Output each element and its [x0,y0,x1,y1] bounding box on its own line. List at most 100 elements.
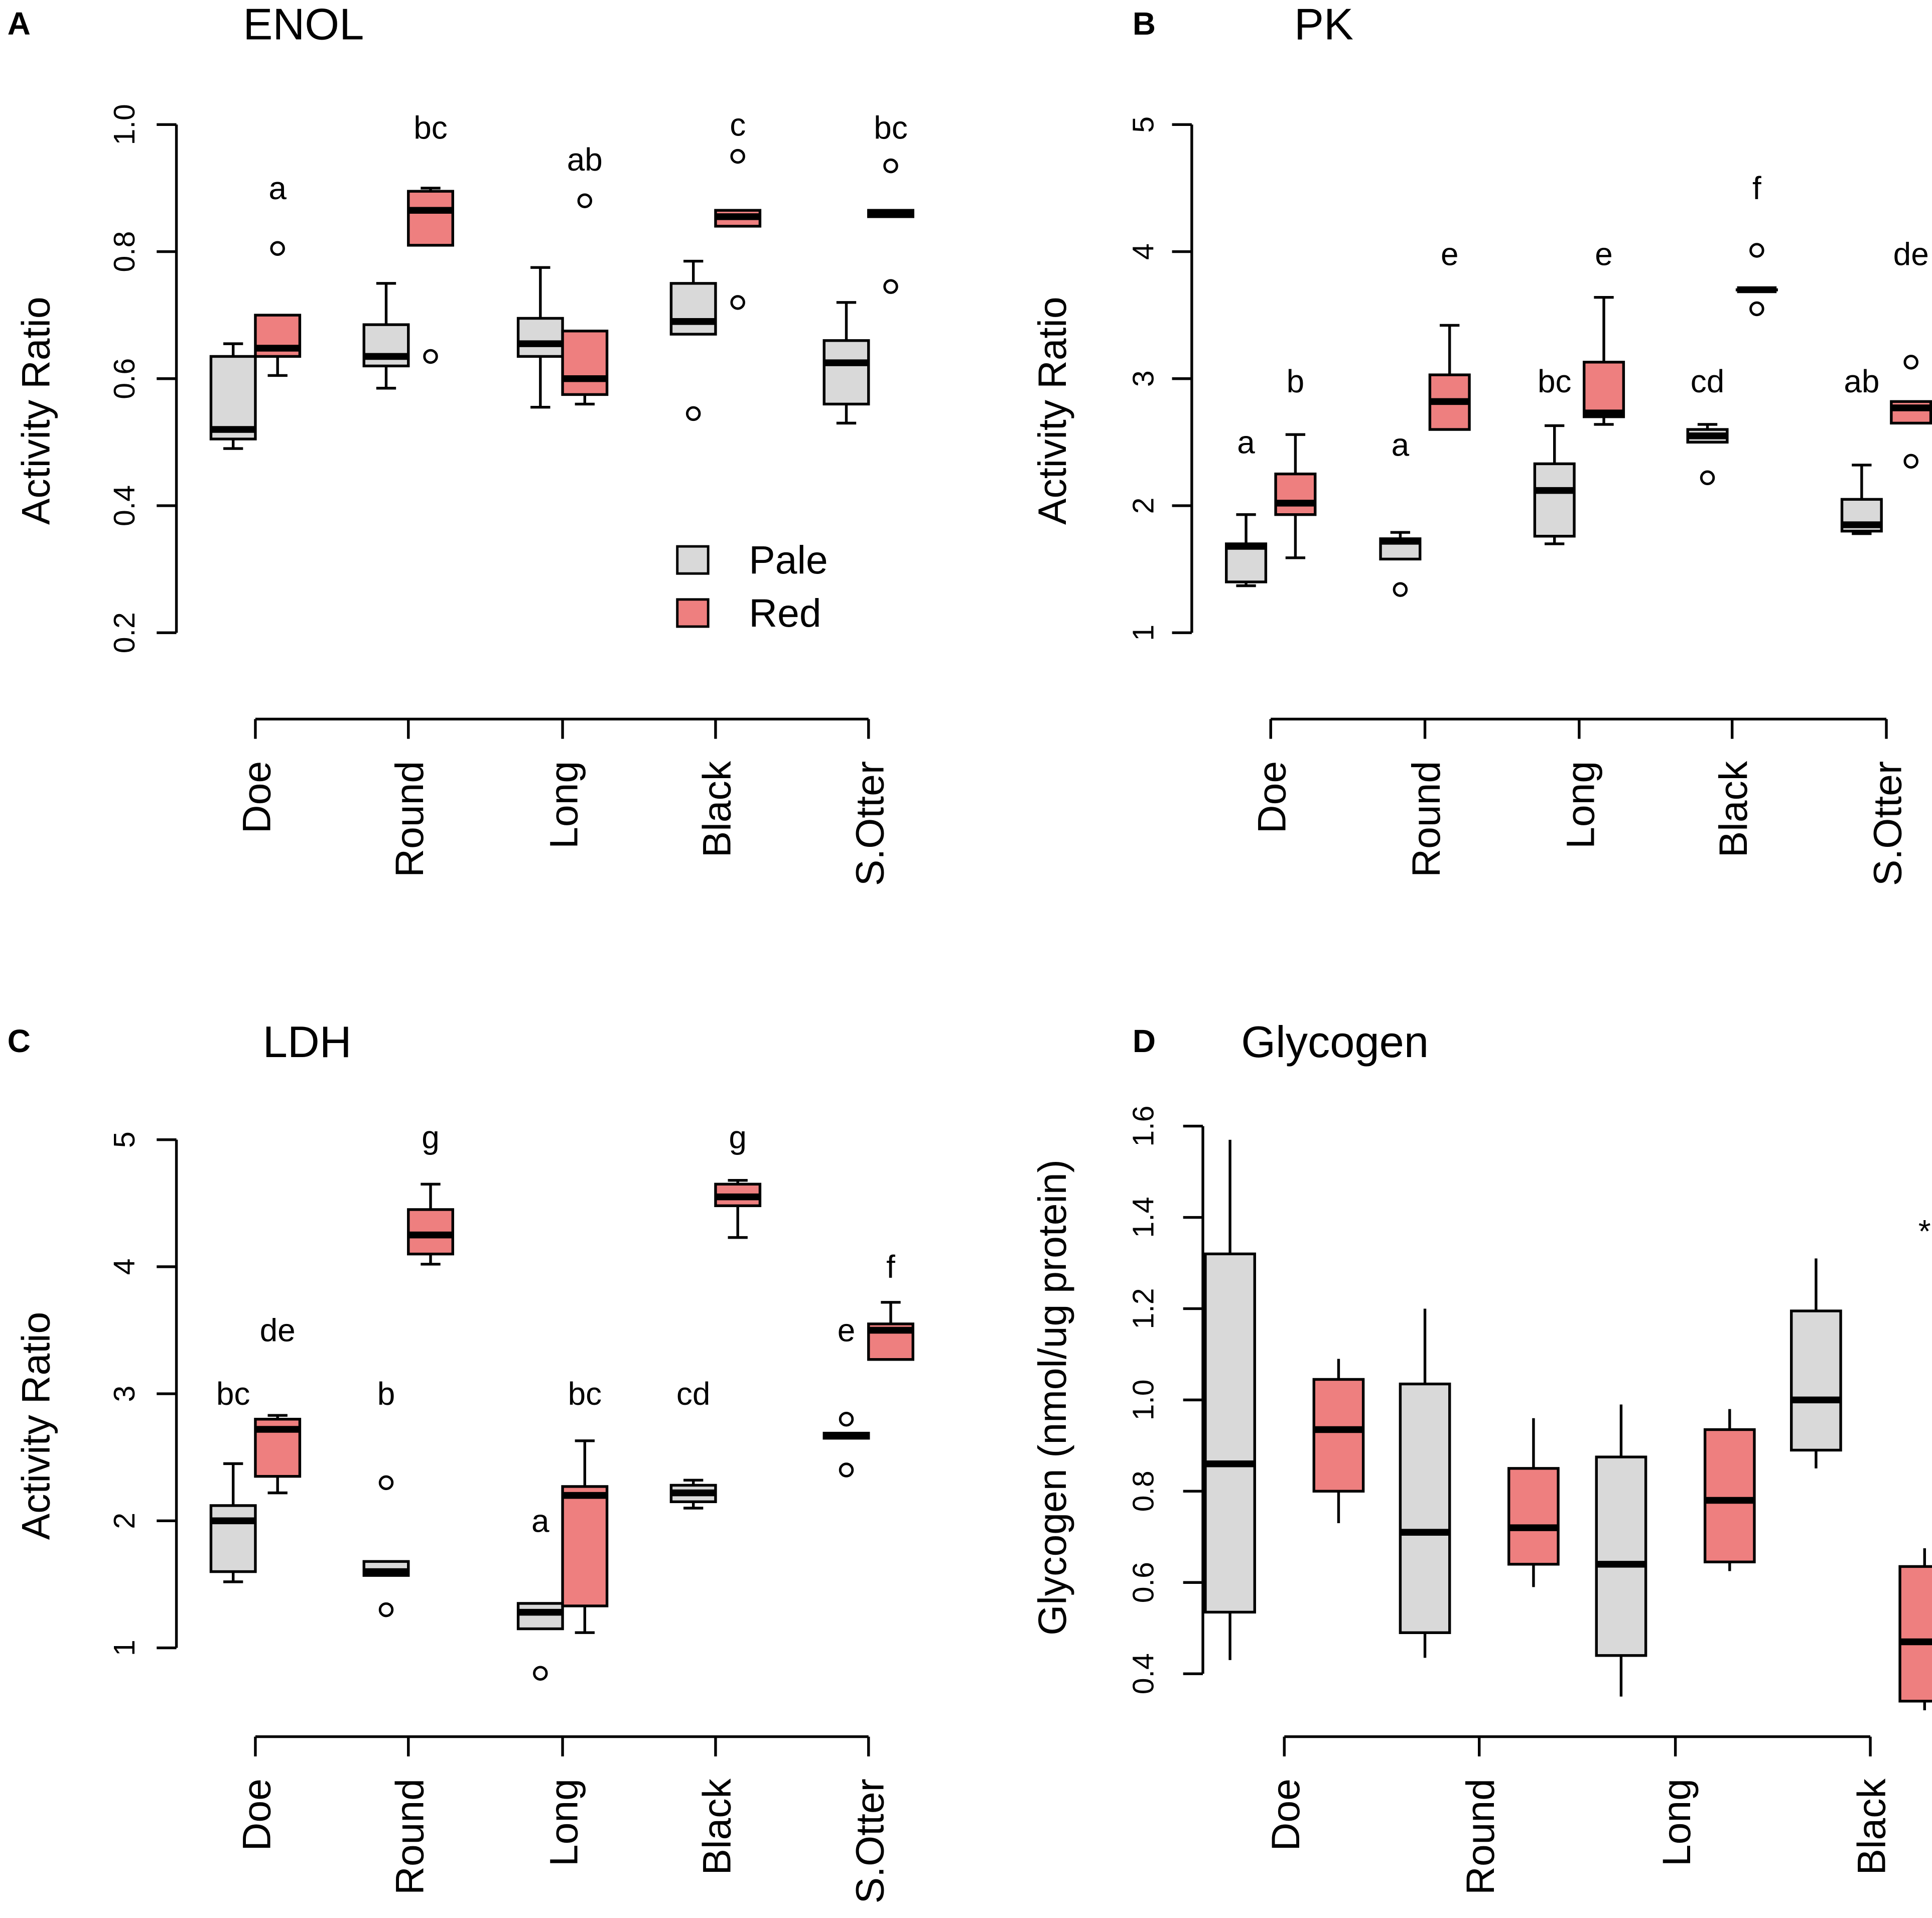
y-axis-label: Activity Ratio [1030,297,1074,525]
y-tick-label: 1 [108,1640,141,1656]
box-pale-round [1399,1308,1451,1658]
y-tick-label: 0.6 [108,358,141,399]
y-tick-label: 1.2 [1127,1288,1160,1329]
box-pale-black [1790,1258,1842,1468]
significance-label: b [377,1376,395,1412]
panel-letter: C [8,1023,31,1059]
box-iqr [669,282,717,336]
box-pale-doe [209,342,257,450]
box-iqr [1204,1252,1256,1614]
significance-label: bc [216,1376,250,1412]
box-red-black [714,1178,762,1239]
panel-letter: B [1133,6,1156,42]
y-tick-label: 0.2 [108,612,141,653]
significance-label: ab [1844,363,1879,399]
box-pale-round [362,1475,410,1617]
y-tick-label: 0.4 [108,485,141,526]
box-iqr [516,1602,564,1631]
box-red-round [407,1183,454,1266]
box-iqr [407,190,454,247]
significance-label: c [730,106,746,142]
box-iqr [1507,1467,1560,1566]
box-red-round [1507,1418,1560,1587]
y-tick-label: 0.8 [108,231,141,272]
legend-swatch-pale [676,545,710,575]
legend: Pale Red [676,538,828,635]
box-pale-long [516,266,564,409]
box-red-sotter [1890,355,1932,469]
significance-label: f [1752,170,1761,206]
y-tick-label: 1.6 [1127,1106,1160,1147]
outlier-point [883,279,898,294]
x-tick-label: Black [1850,1778,1894,1875]
box-iqr [1274,472,1317,516]
box-iqr [561,1485,609,1607]
panel-d: D Glycogen Glycogen (nmol/ug protein) 0.4 0.… [1030,1017,1932,1895]
box-red-long [1703,1409,1756,1571]
outlier-point [423,349,438,364]
box-red-doe [254,1414,302,1495]
outlier-point [1700,470,1715,486]
x-tick-label: Black [695,1778,739,1875]
y-tick-label: 2 [1127,498,1160,514]
significance-label: g [422,1119,440,1155]
significance-label: de [260,1312,296,1348]
significance-label: bc [1538,363,1572,399]
outlier-point [839,1462,854,1478]
box-iqr [1703,1428,1756,1564]
y-axis-label: Glycogen (nmol/ug protein) [1030,1159,1074,1636]
box-iqr [516,317,564,358]
box-iqr [1533,462,1576,538]
box-red-sotter [867,1301,914,1361]
box-iqr [209,355,257,440]
box-pale-doe [1204,1139,1256,1660]
significance-label: f [886,1249,895,1285]
box-iqr [1790,1309,1842,1452]
y-tick-label: 1 [1127,625,1160,641]
panel-title: LDH [263,1017,352,1067]
x-tick-label: Black [1711,761,1755,857]
significance-label: e [1441,236,1459,272]
x-tick-label: Round [1458,1779,1502,1895]
y-tick-label: 3 [108,1386,141,1402]
box-pale-black [1686,423,1729,486]
panel-title: ENOL [243,0,364,49]
outlier-point [1903,454,1918,469]
panel-c: C LDH Activity Ratio 1 2 3 4 5 Doe Round Long Black… [8,1017,914,1903]
x-tick-label: Long [542,1779,586,1866]
significance-label: bc [568,1376,602,1412]
box-pale-long [1595,1404,1647,1697]
outlier-point [1749,301,1764,317]
significance-label: e [838,1312,856,1348]
outlier-point [685,406,701,421]
y-tick-label: 3 [1127,370,1160,387]
y-tick-label: 1.0 [108,104,141,145]
y-axis-label: Activity Ratio [14,297,58,525]
x-tick-label: S.Otter [848,761,892,886]
box-red-sotter [867,158,914,294]
y-tick-label: 0.4 [1127,1653,1160,1694]
significance-label: a [1237,424,1255,460]
outlier-point [883,158,898,174]
box-iqr [1898,1565,1932,1703]
outlier-point [839,1411,854,1427]
box-iqr [209,1504,257,1573]
box-red-round [407,187,454,364]
box-red-doe [1274,433,1317,559]
box-iqr [822,339,870,406]
x-tick-label: Doe [1264,1779,1308,1851]
x-tick-label: Round [387,761,432,877]
significance-label: cd [1691,363,1725,399]
box-pale-sotter [822,301,870,425]
x-tick-label: S.Otter [1866,761,1910,886]
box-iqr [1595,1455,1647,1657]
box-iqr [1225,542,1268,583]
y-tick-label: 1.4 [1127,1197,1160,1238]
panel-title: Glycogen [1241,1017,1429,1067]
box-pale-sotter [1840,464,1883,535]
outlier-point [378,1475,394,1491]
outlier-point [730,149,745,164]
box-pale-long [1533,424,1576,545]
outlier-point [1903,355,1918,370]
